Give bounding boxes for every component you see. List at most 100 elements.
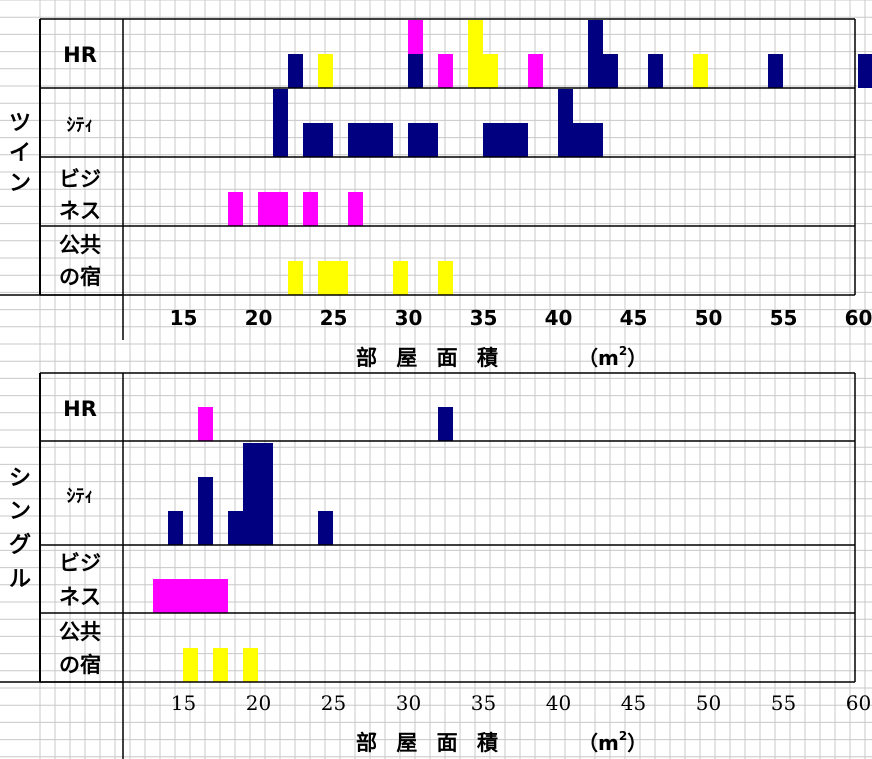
twin-bar <box>318 123 333 157</box>
twin-x-tick: 15 <box>170 306 198 330</box>
single-bar <box>243 648 258 682</box>
single-bar <box>438 407 453 441</box>
twin-bar <box>603 54 618 88</box>
twin-bar <box>648 54 663 88</box>
single-xunit: （m2） <box>578 729 647 755</box>
twin-bar <box>363 123 378 157</box>
single-row-public-1: 公共 <box>59 620 101 644</box>
single-x-tick: 60 <box>846 691 871 715</box>
twin-x-tick: 30 <box>395 306 423 330</box>
twin-bar <box>408 54 423 88</box>
twin-x-axis-label: 部 屋 面 積 （m2） <box>356 344 647 370</box>
twin-x-tick: 25 <box>320 306 348 330</box>
single-bar <box>183 648 198 682</box>
single-bar <box>168 579 183 613</box>
single-bar <box>213 579 228 613</box>
single-x-tick: 50 <box>696 691 721 715</box>
twin-bar <box>573 123 588 157</box>
single-bar <box>198 579 213 613</box>
twin-label-2: イ <box>9 141 31 166</box>
frame <box>0 18 856 759</box>
twin-label-1: ツ <box>9 111 31 136</box>
twin-x-tick: 45 <box>620 306 648 330</box>
twin-x-tick: 35 <box>470 306 498 330</box>
single-bar <box>318 511 333 545</box>
single-x-tick: 35 <box>471 691 496 715</box>
single-label-3: グ <box>9 532 31 558</box>
twin-bar <box>228 192 243 226</box>
single-label-4: ル <box>9 567 31 592</box>
twin-bar <box>528 54 543 88</box>
single-group-label: シ ン グ ル <box>9 466 31 592</box>
twin-row-city: ｼﾃｨ <box>67 115 94 136</box>
single-x-ticks: 15 20 25 30 35 40 45 50 55 60 <box>171 691 871 715</box>
twin-xunit: （m2） <box>578 344 647 370</box>
single-x-tick: 20 <box>246 691 271 715</box>
single-x-tick: 45 <box>621 691 646 715</box>
twin-xlabel: 部 屋 面 積 <box>356 346 504 370</box>
twin-bar <box>273 192 288 226</box>
twin-bar <box>273 89 288 157</box>
single-x-axis-label: 部 屋 面 積 （m2） <box>356 729 647 755</box>
twin-bar <box>318 261 333 295</box>
single-label-2: ン <box>9 499 31 524</box>
bars <box>153 20 872 682</box>
single-bar <box>258 443 273 545</box>
twin-row-public-1: 公共 <box>59 233 101 257</box>
twin-bar <box>348 192 363 226</box>
twin-x-ticks: 15 20 25 30 35 40 45 50 55 60 <box>170 306 872 330</box>
single-bar <box>153 579 168 613</box>
twin-bar <box>588 123 603 157</box>
twin-bar <box>288 261 303 295</box>
twin-bar <box>858 54 872 88</box>
twin-bar <box>483 54 498 88</box>
single-label-1: シ <box>9 466 31 491</box>
twin-bar <box>483 123 498 157</box>
twin-bar <box>438 54 453 88</box>
twin-bar <box>513 123 528 157</box>
twin-label-3: ン <box>9 171 31 196</box>
twin-bar <box>588 20 603 88</box>
twin-bar <box>393 261 408 295</box>
twin-x-tick: 20 <box>245 306 273 330</box>
single-row-business-2: ネス <box>59 585 101 609</box>
single-x-tick: 25 <box>321 691 346 715</box>
twin-bar <box>333 261 348 295</box>
twin-bar <box>423 123 438 157</box>
single-row-business-1: ビジ <box>59 551 101 575</box>
twin-bar <box>288 54 303 88</box>
single-row-hr: HR <box>63 397 97 421</box>
twin-x-tick: 60 <box>845 306 872 330</box>
single-bar <box>198 477 213 545</box>
single-bar <box>183 579 198 613</box>
twin-x-tick: 50 <box>695 306 723 330</box>
twin-row-public-2: の宿 <box>59 265 101 289</box>
twin-row-business-1: ビジ <box>59 167 101 191</box>
single-x-tick: 15 <box>171 691 196 715</box>
single-bar <box>228 511 243 545</box>
single-bar <box>243 443 258 545</box>
twin-bar <box>768 54 783 88</box>
twin-bar <box>303 123 318 157</box>
single-x-tick: 40 <box>546 691 571 715</box>
twin-bar <box>408 20 423 54</box>
single-bar <box>198 407 213 441</box>
single-row-public-2: の宿 <box>59 653 101 677</box>
twin-bar <box>303 192 318 226</box>
twin-bar <box>438 261 453 295</box>
single-x-tick: 30 <box>396 691 421 715</box>
twin-bar <box>693 54 708 88</box>
twin-bar <box>348 123 363 157</box>
single-x-tick: 55 <box>771 691 796 715</box>
single-bar <box>213 648 228 682</box>
twin-bar <box>258 192 273 226</box>
twin-bar <box>318 54 333 88</box>
twin-bar <box>558 89 573 157</box>
twin-bar <box>468 20 483 88</box>
twin-bar <box>378 123 393 157</box>
twin-x-tick: 40 <box>545 306 573 330</box>
twin-bar <box>498 123 513 157</box>
